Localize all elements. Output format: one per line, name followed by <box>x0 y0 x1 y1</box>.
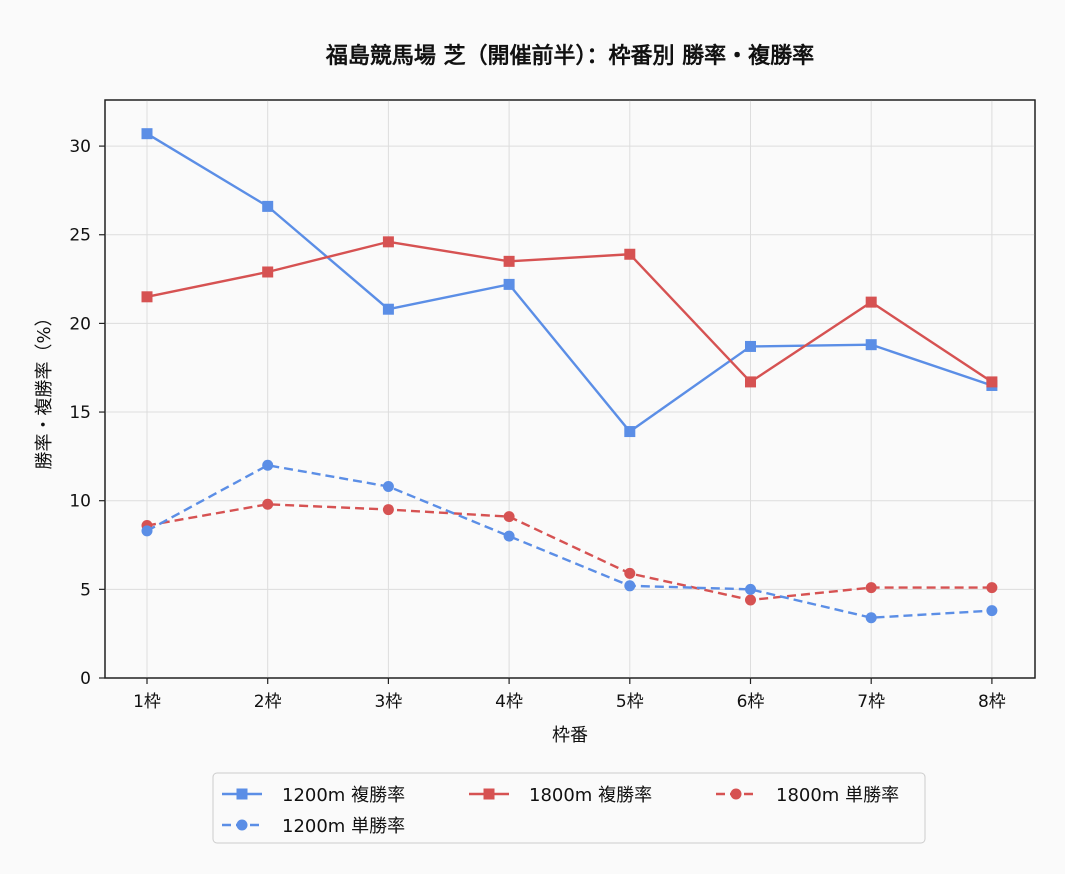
series-line <box>146 240 993 384</box>
y-tick-label: 15 <box>69 403 91 423</box>
legend-item: 1200m 単勝率 <box>222 816 405 837</box>
data-point <box>503 255 515 267</box>
data-point <box>503 278 515 290</box>
plot-frame <box>104 99 1036 679</box>
data-point <box>745 340 756 352</box>
x-ticks: 1枠 2枠 3枠 4枠 5枠 6枠 7枠 8枠 <box>133 678 1006 712</box>
legend-marker <box>236 788 248 800</box>
data-point <box>382 236 394 248</box>
series-1 <box>141 236 998 388</box>
legend-item: 1800m 単勝率 <box>716 785 899 806</box>
y-ticks: 0 5 10 15 20 25 30 <box>69 137 105 689</box>
series-line <box>146 503 992 602</box>
y-tick-label: 10 <box>69 492 91 512</box>
data-point <box>986 605 998 617</box>
data-point <box>141 128 153 140</box>
x-tick-label: 8枠 <box>978 692 1006 712</box>
data-point <box>624 580 636 592</box>
x-tick-label: 5枠 <box>616 692 644 712</box>
data-point <box>624 426 636 438</box>
data-point <box>141 291 153 303</box>
y-axis-label: 勝率・複勝率（%） <box>34 308 55 469</box>
data-point <box>503 511 515 523</box>
data-point <box>745 376 756 388</box>
y-tick-label: 0 <box>80 669 91 689</box>
data-point <box>262 266 274 278</box>
x-tick-label: 3枠 <box>374 692 402 712</box>
legend-marker <box>236 819 248 831</box>
data-point <box>382 481 394 493</box>
series-line <box>146 464 992 619</box>
data-point <box>382 303 394 315</box>
series-3 <box>141 459 998 624</box>
legend-marker <box>730 788 742 800</box>
x-tick-label: 6枠 <box>737 692 765 712</box>
data-point <box>865 339 877 351</box>
chart-title: 福島競馬場 芝（開催前半）：枠番別 勝率・複勝率 <box>325 43 814 69</box>
data-point <box>745 583 756 595</box>
x-axis-label: 枠番 <box>552 725 588 746</box>
legend-item: 1200m 複勝率 <box>222 785 405 806</box>
series-group <box>141 128 998 624</box>
y-tick-label: 5 <box>80 580 91 600</box>
legend-label: 1800m 単勝率 <box>776 785 899 806</box>
legend-frame <box>212 772 926 844</box>
data-point <box>382 504 394 516</box>
data-point <box>141 525 153 537</box>
data-point <box>865 582 877 594</box>
data-point <box>262 498 274 510</box>
data-point <box>624 567 636 579</box>
data-point <box>262 459 274 471</box>
data-point <box>865 612 877 624</box>
data-point <box>745 594 756 606</box>
plot-area <box>104 99 1036 679</box>
legend-label: 1200m 単勝率 <box>282 816 405 837</box>
series-line <box>146 132 993 433</box>
data-point <box>986 582 998 594</box>
x-tick-label: 2枠 <box>254 692 282 712</box>
y-tick-label: 20 <box>69 314 91 334</box>
x-tick-label: 4枠 <box>495 692 523 712</box>
data-point <box>865 296 877 308</box>
y-tick-label: 25 <box>69 226 91 246</box>
data-point <box>986 376 998 388</box>
legend: 1200m 複勝率 1800m 複勝率 1800m 単勝率 1200m 単勝率 <box>212 772 926 844</box>
legend-marker <box>483 788 495 800</box>
data-point <box>262 200 274 212</box>
data-point <box>503 530 515 542</box>
x-tick-label: 7枠 <box>857 692 885 712</box>
y-tick-label: 30 <box>69 137 91 157</box>
data-point <box>624 248 636 260</box>
legend-label: 1800m 複勝率 <box>529 785 652 806</box>
legend-label: 1200m 複勝率 <box>282 785 405 806</box>
legend-item: 1800m 複勝率 <box>469 785 652 806</box>
x-tick-label: 1枠 <box>133 692 161 712</box>
